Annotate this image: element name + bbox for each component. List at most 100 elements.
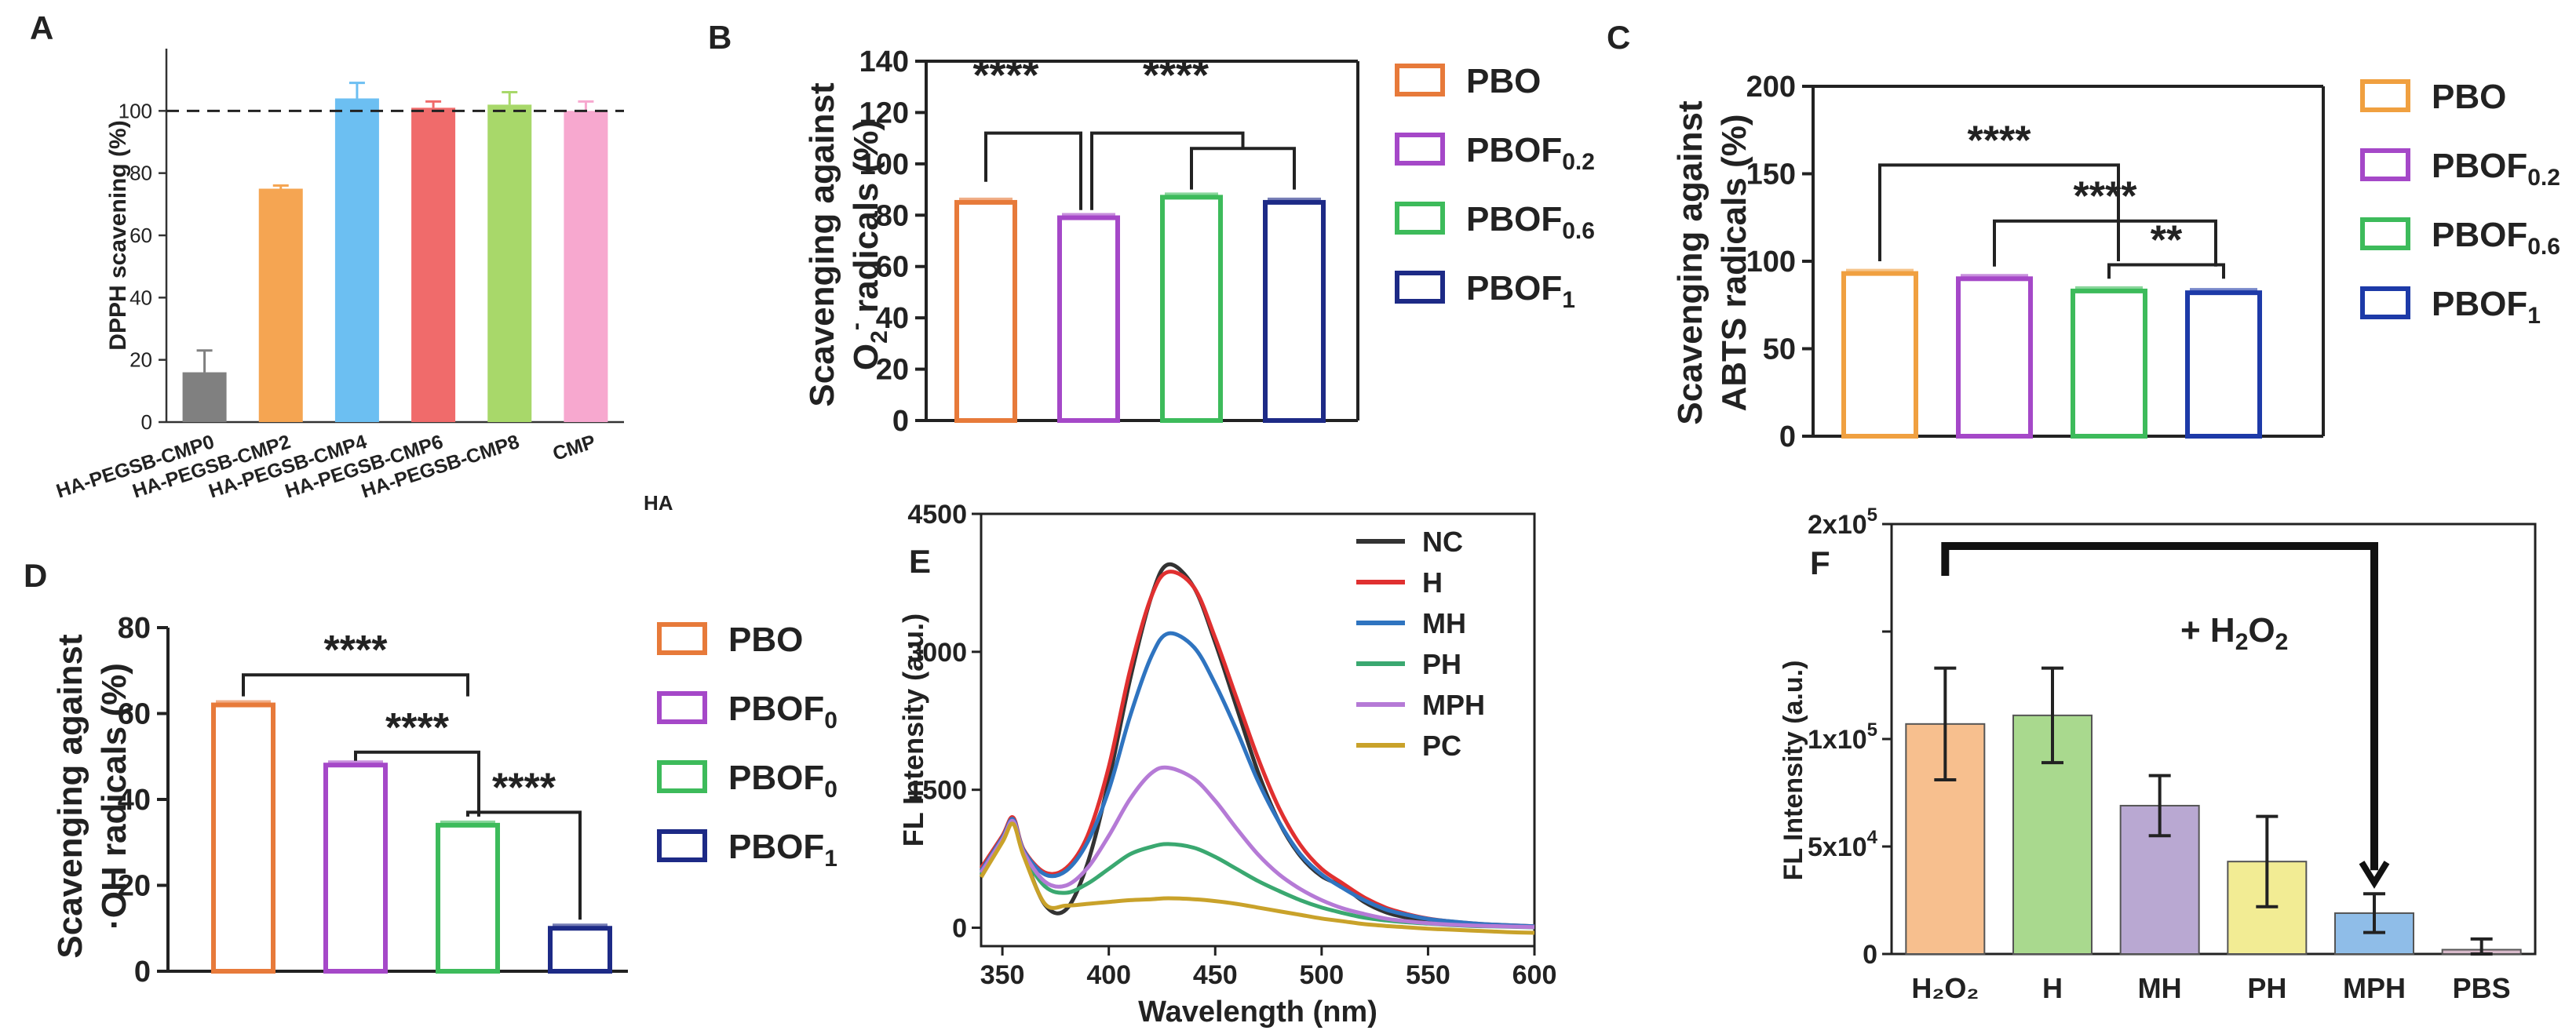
x-tick-label: MPH — [2343, 972, 2406, 1004]
legend-swatch — [1395, 64, 1445, 96]
y-tick-label: 0 — [1779, 421, 1796, 453]
legend-label: PBOF1 — [2432, 285, 2541, 329]
legend-swatch — [2360, 286, 2410, 319]
stray-text: HA — [644, 491, 673, 515]
y-tick-label: 0 — [141, 410, 152, 434]
legend-label-base: PBOF — [1466, 200, 1562, 238]
y-axis-title-line2: O2- radicals (%) — [843, 119, 892, 370]
panel-label-d: D — [24, 557, 47, 594]
legend-swatch — [2360, 217, 2410, 250]
legend-label: PBO — [2432, 78, 2506, 116]
significance-stars: **** — [385, 705, 450, 751]
y-tick-label: 0 — [892, 405, 909, 438]
legend-swatch — [1395, 133, 1445, 166]
y-tick-label: 100 — [859, 148, 909, 181]
y-title-base: O — [847, 344, 885, 370]
legend-label-subscript: 1 — [824, 846, 837, 872]
legend-swatch — [657, 622, 707, 655]
y-tick-label: 20 — [118, 870, 151, 903]
bar — [564, 111, 608, 423]
bar — [258, 188, 303, 422]
legend-swatch — [657, 760, 707, 793]
bar — [1057, 215, 1120, 423]
legend-swatch — [1395, 271, 1445, 304]
legend-label: PBO — [728, 621, 803, 659]
y-tick-label: 100 — [119, 99, 152, 122]
y-tick-label: 80 — [130, 162, 152, 185]
bar — [548, 926, 612, 974]
bar — [211, 702, 275, 974]
panel-label-a: A — [30, 9, 53, 46]
y-tick-base: 5x10 — [1808, 832, 1867, 862]
bar — [1841, 271, 1918, 439]
legend-label: H — [1422, 566, 1443, 599]
y-axis-title-line1: Scavenging against — [1671, 100, 1709, 425]
legend-label: PBOF0.6 — [2432, 216, 2560, 260]
y-axis-title-line2: ABTS radicals (%) — [1715, 115, 1753, 412]
bar — [954, 199, 1017, 423]
significance-bracket — [984, 131, 1082, 210]
legend-label: PBOF0 — [728, 690, 837, 734]
y-tick-base: 2x10 — [1808, 510, 1867, 540]
y-tick-base: 1x10 — [1808, 725, 1867, 755]
legend-label-base: PBOF — [2432, 216, 2527, 254]
legend-label-subscript: 0 — [824, 777, 837, 803]
legend-label-base: PBOF — [2432, 147, 2527, 185]
y-axis-title: DPPH scavening (%) — [105, 120, 131, 350]
y-tick-label: 80 — [118, 612, 151, 645]
significance-stars: **** — [492, 765, 556, 810]
legend-label: PBOF1 — [728, 828, 837, 872]
legend-label-subscript: 0.6 — [2527, 234, 2560, 260]
legend-label-base: PBOF — [728, 759, 824, 797]
legend-label: PBOF0.2 — [2432, 147, 2560, 191]
legend-label-base: PBOF — [2432, 285, 2527, 323]
legend-label: MPH — [1422, 689, 1485, 721]
y-tick-exponent: 4 — [1867, 827, 1878, 848]
legend-label: PBOF1 — [1466, 269, 1575, 313]
legend-swatch — [2360, 148, 2410, 181]
legend-label-base: PBO — [1466, 62, 1541, 100]
y-tick-label: 80 — [876, 199, 909, 232]
panel-c-abts-chart: 0 50 100 150 200 Scavenging against ABTS radic… — [1671, 71, 2560, 453]
significance-bracket — [1878, 163, 2120, 261]
y-tick-label: 40 — [118, 784, 151, 817]
y-axis-title: FL Intensity (a.u.) — [897, 613, 929, 846]
bar — [1160, 195, 1223, 423]
bar — [487, 104, 532, 422]
y-title-superscript: - — [843, 322, 869, 330]
legend-label: PBOF0.6 — [1466, 200, 1595, 244]
legend-label-base: PBOF — [1466, 131, 1562, 169]
bar — [411, 107, 456, 422]
bar — [2071, 288, 2147, 439]
y-tick-exponent: 5 — [1867, 719, 1877, 741]
x-tick-label: 600 — [1512, 960, 1557, 990]
legend-swatch — [657, 829, 707, 862]
significance-stars: **** — [2074, 174, 2138, 220]
plot-frame — [980, 512, 1536, 948]
y-title-rest: radicals (%) — [847, 119, 885, 322]
bar — [2185, 290, 2262, 439]
significance-stars: **** — [1143, 52, 1209, 99]
legend-label: PH — [1422, 648, 1461, 680]
panel-b-superoxide-chart: 0 20 40 60 80 100 120 140 Scavenging against O2- … — [803, 46, 1595, 438]
y-tick-label: 40 — [130, 286, 152, 309]
y-title-subscript: 2 — [867, 330, 892, 344]
y-tick-label: 120 — [859, 96, 909, 129]
legend-label: PBOF0 — [728, 759, 837, 803]
annotation-subscript: 2 — [2275, 629, 2289, 655]
y-tick-label: 20 — [130, 348, 152, 372]
annotation-plus-h2o2: + H2O2 — [2180, 611, 2288, 655]
bar — [334, 98, 379, 422]
y-tick-label: 0 — [952, 914, 967, 944]
legend-label-subscript: 0.2 — [2527, 165, 2560, 191]
series-line-mph — [979, 765, 1535, 930]
y-axis-title: FL Intensity (a.u.) — [1779, 661, 1808, 881]
y-tick-label: 0 — [1863, 940, 1877, 970]
x-tick-label: H — [2042, 972, 2063, 1004]
panel-d-hydroxyl-chart: 0 20 40 60 80 Scavenging against ·OH radicals … — [51, 612, 837, 988]
x-axis-title: Wavelength (nm) — [1138, 996, 1377, 1029]
legend-label-subscript: 0.6 — [1562, 218, 1595, 244]
y-tick-label: 60 — [130, 224, 152, 247]
